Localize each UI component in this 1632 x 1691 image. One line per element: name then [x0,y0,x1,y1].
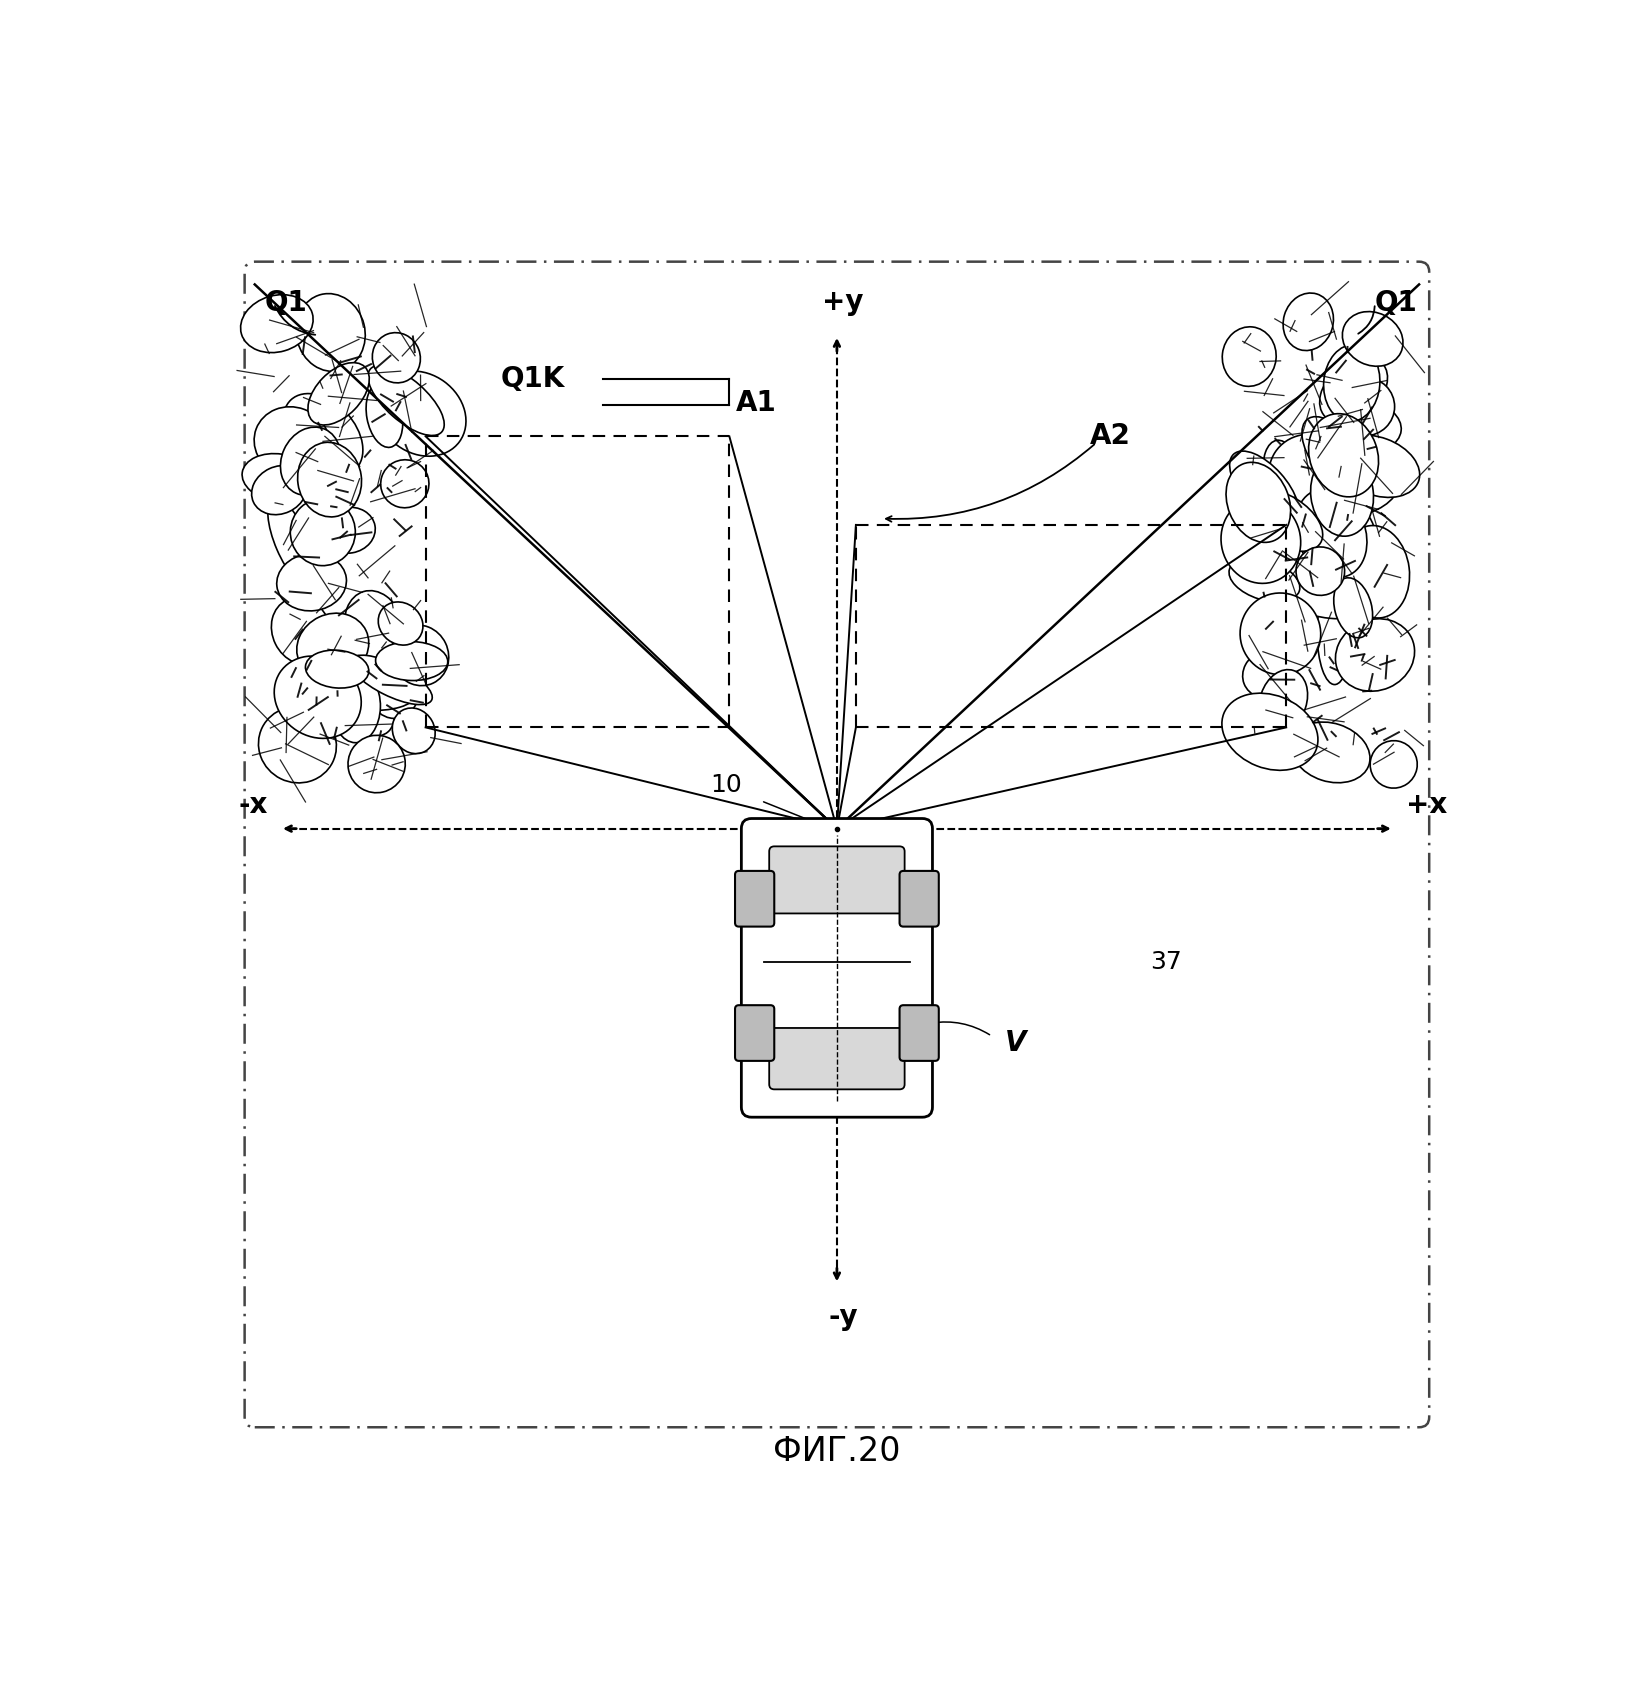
Text: Q1: Q1 [264,289,307,318]
Text: Q1K: Q1K [501,365,565,394]
Ellipse shape [297,614,369,680]
Ellipse shape [339,678,393,736]
FancyBboxPatch shape [899,871,938,927]
FancyBboxPatch shape [734,871,774,927]
Ellipse shape [1221,693,1317,771]
Ellipse shape [1258,670,1307,732]
Ellipse shape [1324,345,1379,421]
Ellipse shape [1310,451,1373,536]
Ellipse shape [308,362,369,424]
Ellipse shape [375,370,465,457]
Ellipse shape [258,707,336,783]
Ellipse shape [290,499,356,566]
Ellipse shape [344,590,403,665]
Ellipse shape [366,384,403,448]
Ellipse shape [1242,649,1297,698]
Text: -y: -y [827,1304,857,1331]
Ellipse shape [375,641,447,680]
Ellipse shape [255,408,330,477]
Text: -x: -x [238,790,268,818]
Text: +y: +y [823,287,863,316]
Ellipse shape [1296,546,1343,595]
Ellipse shape [1268,435,1351,516]
Ellipse shape [379,602,423,644]
Ellipse shape [1335,377,1394,436]
Ellipse shape [1328,401,1400,451]
Ellipse shape [367,365,444,436]
Ellipse shape [274,656,361,739]
Text: +x: +x [1405,790,1448,818]
Ellipse shape [1229,558,1299,602]
Ellipse shape [392,709,434,754]
Ellipse shape [1307,414,1377,497]
FancyBboxPatch shape [769,847,904,913]
Ellipse shape [1324,460,1399,516]
Ellipse shape [1239,594,1320,675]
Ellipse shape [1226,462,1289,543]
Text: A2: A2 [1090,423,1131,450]
Ellipse shape [364,641,421,719]
Ellipse shape [1340,526,1408,617]
Ellipse shape [1369,741,1417,788]
Ellipse shape [322,507,375,553]
Ellipse shape [1325,511,1374,582]
Ellipse shape [1235,490,1324,541]
Ellipse shape [1342,311,1402,367]
Ellipse shape [1335,619,1413,692]
Ellipse shape [1291,722,1369,783]
Ellipse shape [251,465,307,514]
Ellipse shape [1263,440,1299,507]
Ellipse shape [1294,489,1366,577]
Text: V: V [1004,1028,1025,1057]
FancyBboxPatch shape [769,1028,904,1089]
Ellipse shape [242,453,315,502]
Ellipse shape [1283,293,1333,350]
Ellipse shape [1244,489,1322,551]
FancyBboxPatch shape [899,1004,938,1060]
FancyBboxPatch shape [741,818,932,1118]
Ellipse shape [366,597,426,665]
Ellipse shape [295,294,366,372]
Ellipse shape [1250,614,1307,658]
Ellipse shape [284,394,362,475]
Ellipse shape [1319,357,1387,423]
FancyBboxPatch shape [734,1004,774,1060]
Ellipse shape [297,443,361,517]
Ellipse shape [1221,326,1275,386]
Ellipse shape [1333,578,1373,638]
Ellipse shape [372,333,419,382]
FancyBboxPatch shape [245,262,1428,1427]
Ellipse shape [305,649,369,688]
Ellipse shape [348,736,405,793]
Ellipse shape [281,428,341,495]
Text: 37: 37 [1149,950,1182,974]
Ellipse shape [1221,497,1301,583]
Ellipse shape [317,675,415,710]
Text: ФИГ.20: ФИГ.20 [772,1434,901,1468]
Ellipse shape [1229,451,1297,526]
Ellipse shape [1301,416,1363,490]
Ellipse shape [331,670,380,742]
Ellipse shape [380,460,429,507]
Ellipse shape [268,499,317,587]
Ellipse shape [1333,435,1418,497]
Ellipse shape [390,626,449,685]
Ellipse shape [349,654,432,705]
Ellipse shape [1317,583,1350,685]
Ellipse shape [1283,577,1379,619]
Text: 10: 10 [710,773,741,796]
Ellipse shape [271,597,331,665]
Ellipse shape [240,294,313,353]
Text: Q1: Q1 [1374,289,1417,318]
Ellipse shape [276,553,346,610]
Text: A1: A1 [734,389,775,418]
